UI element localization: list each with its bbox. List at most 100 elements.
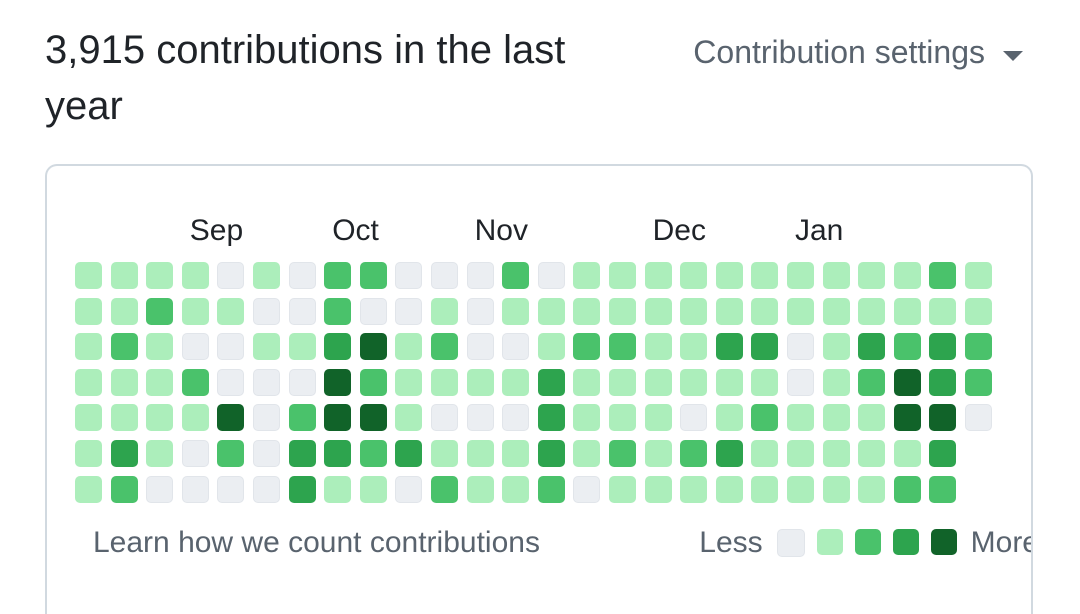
- contribution-day-cell[interactable]: [537, 368, 565, 396]
- contribution-day-cell[interactable]: [751, 475, 779, 503]
- contribution-day-cell[interactable]: [644, 333, 672, 361]
- contribution-day-cell[interactable]: [929, 333, 957, 361]
- contribution-day-cell[interactable]: [395, 297, 423, 325]
- contribution-day-cell[interactable]: [110, 333, 138, 361]
- contribution-day-cell[interactable]: [253, 475, 280, 503]
- contribution-day-cell[interactable]: [537, 262, 565, 289]
- contribution-day-cell[interactable]: [359, 262, 387, 289]
- contribution-day-cell[interactable]: [537, 404, 565, 432]
- contribution-day-cell[interactable]: [181, 368, 209, 396]
- contribution-day-cell[interactable]: [715, 368, 743, 396]
- contribution-day-cell[interactable]: [751, 262, 779, 289]
- contribution-day-cell[interactable]: [787, 475, 814, 503]
- contribution-day-cell[interactable]: [929, 297, 957, 325]
- contribution-day-cell[interactable]: [502, 475, 530, 503]
- contribution-day-cell[interactable]: [431, 368, 458, 396]
- contribution-day-cell[interactable]: [644, 404, 672, 432]
- contribution-day-cell[interactable]: [751, 297, 779, 325]
- contribution-day-cell[interactable]: [466, 368, 494, 396]
- contribution-day-cell[interactable]: [644, 440, 672, 467]
- contribution-day-cell[interactable]: [181, 297, 209, 325]
- contribution-day-cell[interactable]: [110, 262, 138, 289]
- contribution-day-cell[interactable]: [858, 262, 886, 289]
- contribution-day-cell[interactable]: [395, 368, 423, 396]
- contribution-day-cell[interactable]: [858, 440, 886, 467]
- contribution-day-cell[interactable]: [822, 440, 850, 467]
- contribution-day-cell[interactable]: [893, 262, 921, 289]
- contribution-day-cell[interactable]: [75, 297, 102, 325]
- contribution-day-cell[interactable]: [715, 333, 743, 361]
- contribution-day-cell[interactable]: [324, 262, 352, 289]
- contribution-day-cell[interactable]: [288, 333, 316, 361]
- contribution-day-cell[interactable]: [787, 297, 814, 325]
- contribution-day-cell[interactable]: [929, 404, 957, 432]
- contribution-day-cell[interactable]: [537, 440, 565, 467]
- contribution-day-cell[interactable]: [288, 404, 316, 432]
- contribution-day-cell[interactable]: [146, 297, 174, 325]
- contribution-day-cell[interactable]: [822, 368, 850, 396]
- contribution-day-cell[interactable]: [573, 475, 601, 503]
- contribution-day-cell[interactable]: [965, 297, 992, 325]
- contribution-day-cell[interactable]: [609, 368, 636, 396]
- contribution-day-cell[interactable]: [253, 404, 280, 432]
- contribution-day-cell[interactable]: [324, 297, 352, 325]
- contribution-day-cell[interactable]: [502, 333, 530, 361]
- contribution-day-cell[interactable]: [680, 440, 708, 467]
- contribution-day-cell[interactable]: [466, 440, 494, 467]
- contribution-day-cell[interactable]: [324, 368, 352, 396]
- contribution-day-cell[interactable]: [965, 262, 992, 289]
- contribution-day-cell[interactable]: [893, 404, 921, 432]
- contribution-day-cell[interactable]: [217, 262, 245, 289]
- contribution-day-cell[interactable]: [609, 262, 636, 289]
- contribution-day-cell[interactable]: [395, 262, 423, 289]
- contribution-day-cell[interactable]: [715, 440, 743, 467]
- contribution-day-cell[interactable]: [75, 440, 102, 467]
- contribution-day-cell[interactable]: [324, 440, 352, 467]
- contribution-day-cell[interactable]: [929, 368, 957, 396]
- contribution-day-cell[interactable]: [573, 404, 601, 432]
- contribution-day-cell[interactable]: [431, 297, 458, 325]
- contribution-day-cell[interactable]: [715, 262, 743, 289]
- contribution-day-cell[interactable]: [75, 333, 102, 361]
- contribution-day-cell[interactable]: [181, 262, 209, 289]
- contribution-day-cell[interactable]: [359, 475, 387, 503]
- contribution-day-cell[interactable]: [359, 297, 387, 325]
- contribution-day-cell[interactable]: [181, 440, 209, 467]
- contribution-day-cell[interactable]: [217, 440, 245, 467]
- contribution-day-cell[interactable]: [110, 475, 138, 503]
- contribution-day-cell[interactable]: [929, 440, 957, 467]
- contribution-day-cell[interactable]: [253, 262, 280, 289]
- contribution-day-cell[interactable]: [431, 262, 458, 289]
- contribution-day-cell[interactable]: [502, 404, 530, 432]
- contribution-day-cell[interactable]: [288, 368, 316, 396]
- contribution-day-cell[interactable]: [431, 333, 458, 361]
- learn-how-we-count-link[interactable]: Learn how we count contributions: [93, 526, 540, 559]
- contribution-day-cell[interactable]: [288, 440, 316, 467]
- contribution-day-cell[interactable]: [680, 475, 708, 503]
- contribution-day-cell[interactable]: [466, 404, 494, 432]
- contribution-day-cell[interactable]: [75, 404, 102, 432]
- contribution-day-cell[interactable]: [288, 262, 316, 289]
- contribution-day-cell[interactable]: [573, 368, 601, 396]
- contribution-day-cell[interactable]: [680, 404, 708, 432]
- contribution-day-cell[interactable]: [359, 404, 387, 432]
- contribution-day-cell[interactable]: [288, 475, 316, 503]
- contribution-day-cell[interactable]: [75, 262, 102, 289]
- contribution-day-cell[interactable]: [253, 440, 280, 467]
- contribution-day-cell[interactable]: [751, 333, 779, 361]
- contribution-day-cell[interactable]: [609, 404, 636, 432]
- contribution-day-cell[interactable]: [893, 333, 921, 361]
- contribution-day-cell[interactable]: [288, 297, 316, 325]
- contribution-day-cell[interactable]: [502, 368, 530, 396]
- contribution-day-cell[interactable]: [502, 262, 530, 289]
- contribution-day-cell[interactable]: [893, 368, 921, 396]
- contribution-day-cell[interactable]: [110, 440, 138, 467]
- contribution-day-cell[interactable]: [75, 475, 102, 503]
- contribution-day-cell[interactable]: [110, 297, 138, 325]
- contribution-day-cell[interactable]: [359, 368, 387, 396]
- contribution-day-cell[interactable]: [395, 404, 423, 432]
- contribution-day-cell[interactable]: [715, 404, 743, 432]
- contribution-day-cell[interactable]: [929, 475, 957, 503]
- contribution-day-cell[interactable]: [253, 368, 280, 396]
- contribution-day-cell[interactable]: [431, 475, 458, 503]
